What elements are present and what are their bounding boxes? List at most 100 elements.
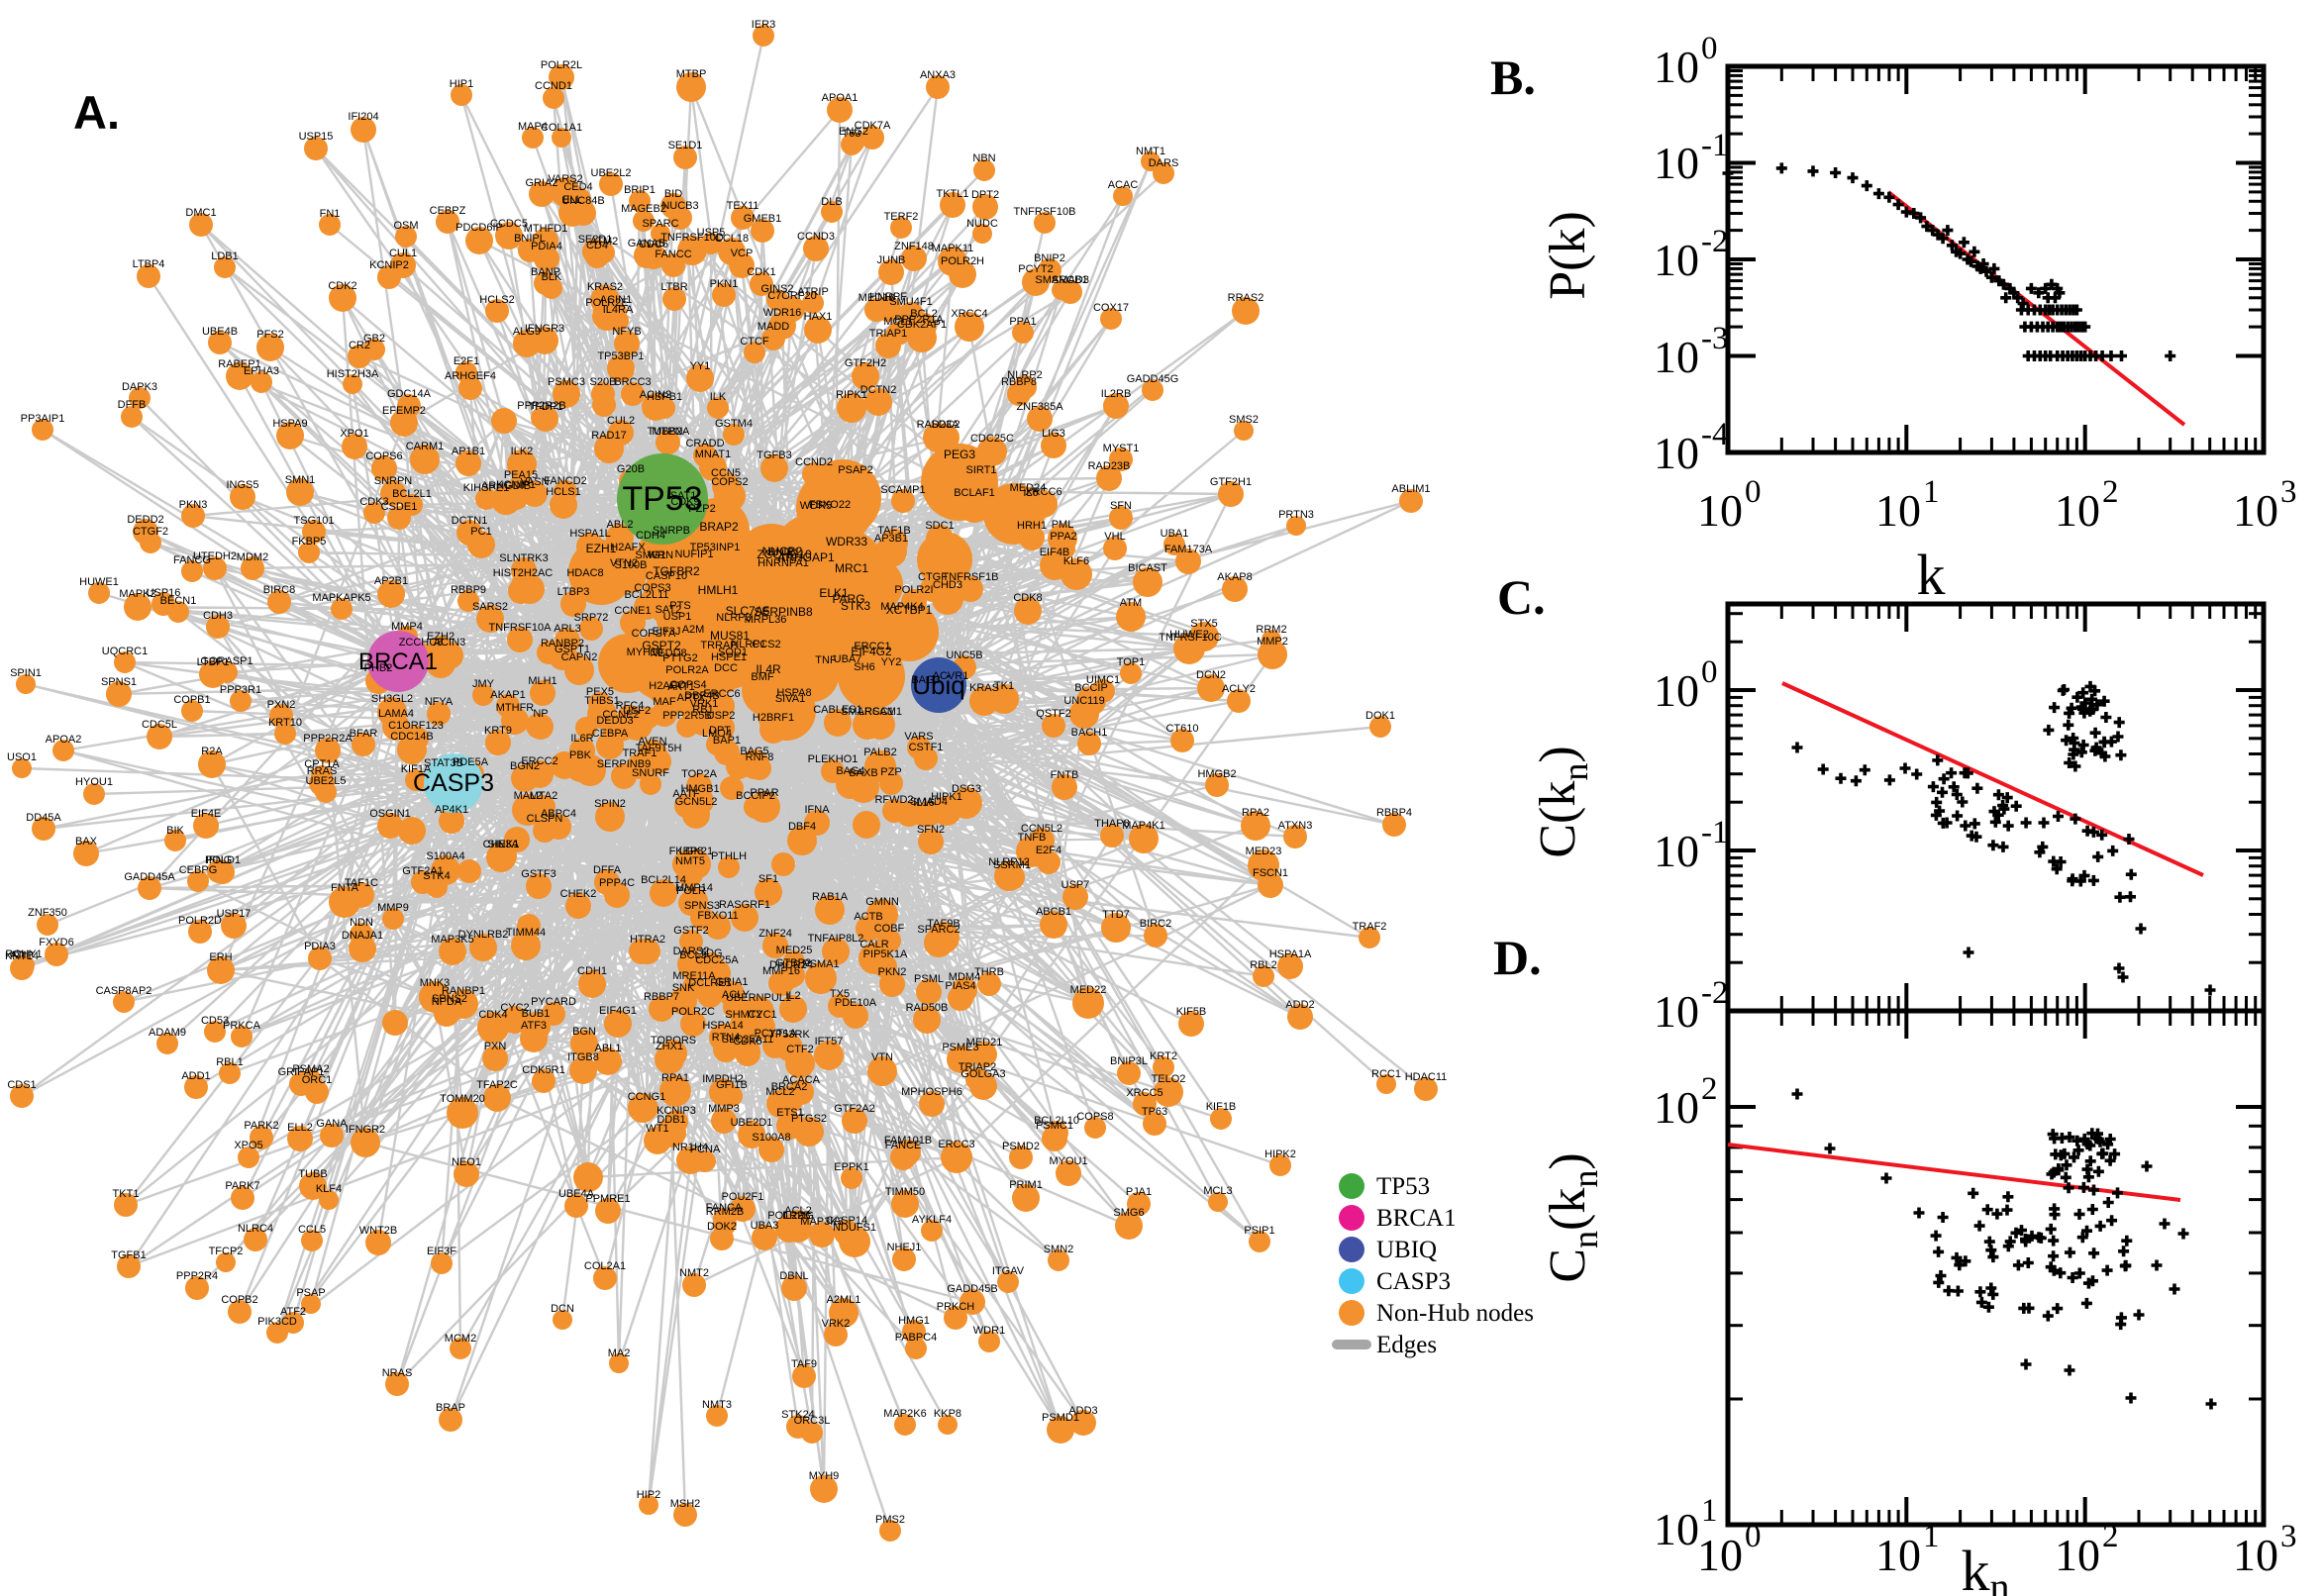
svg-text:CCND3: CCND3 xyxy=(797,231,835,243)
svg-text:THRB: THRB xyxy=(974,966,1004,978)
svg-text:DDB1: DDB1 xyxy=(656,1114,685,1126)
svg-text:TP53INP1: TP53INP1 xyxy=(690,542,741,553)
svg-text:APTX: APTX xyxy=(677,692,706,704)
svg-text:GTBP2: GTBP2 xyxy=(775,957,811,969)
svg-text:TNFRSF10A: TNFRSF10A xyxy=(489,622,553,634)
svg-text:PYCARD: PYCARD xyxy=(531,996,576,1008)
svg-text:MYOU1: MYOU1 xyxy=(1049,1155,1087,1167)
svg-text:IFNG: IFNG xyxy=(206,854,232,866)
svg-text:GMEB1: GMEB1 xyxy=(744,213,782,225)
svg-text:CTGF2: CTGF2 xyxy=(133,526,168,538)
svg-text:USP15: USP15 xyxy=(299,131,334,143)
svg-text:PARG: PARG xyxy=(832,592,864,606)
svg-text:ARHGDIB: ARHGDIB xyxy=(481,480,531,492)
svg-text:C.: C. xyxy=(1497,569,1546,625)
svg-text:WRN: WRN xyxy=(648,549,673,561)
svg-text:MTBP: MTBP xyxy=(676,68,707,80)
svg-text:BIRC2: BIRC2 xyxy=(1140,918,1171,930)
svg-text:FKBP5: FKBP5 xyxy=(292,536,327,548)
svg-text:1: 1 xyxy=(1701,1493,1718,1529)
svg-text:0: 0 xyxy=(1701,31,1718,66)
svg-text:MA2: MA2 xyxy=(608,1347,631,1359)
svg-text:COPS8: COPS8 xyxy=(1076,1111,1113,1123)
svg-text:SMN2: SMN2 xyxy=(1044,1244,1074,1255)
svg-text:STAT3B: STAT3B xyxy=(424,757,463,769)
svg-text:PP3AIP1: PP3AIP1 xyxy=(21,413,65,425)
svg-text:PKN1: PKN1 xyxy=(710,278,739,290)
svg-text:EIF4G1: EIF4G1 xyxy=(599,1005,637,1017)
svg-text:BRCA1: BRCA1 xyxy=(1376,1205,1457,1232)
svg-text:RANBP2: RANBP2 xyxy=(541,638,584,649)
svg-text:POU2F1: POU2F1 xyxy=(722,1191,764,1203)
svg-text:CDK5R1: CDK5R1 xyxy=(522,1064,564,1076)
svg-text:MMP9: MMP9 xyxy=(377,902,409,914)
svg-text:HIPK1: HIPK1 xyxy=(931,791,962,803)
svg-text:ERCC3: ERCC3 xyxy=(938,1139,974,1150)
svg-text:PJA1: PJA1 xyxy=(1126,1186,1152,1198)
svg-text:DPT: DPT xyxy=(709,725,731,737)
svg-text:RFWD2: RFWD2 xyxy=(874,794,913,806)
svg-text:ARHGAP1: ARHGAP1 xyxy=(777,550,835,564)
svg-text:10: 10 xyxy=(1654,1082,1699,1133)
svg-text:CHD3: CHD3 xyxy=(933,579,962,591)
svg-text:UNC5B: UNC5B xyxy=(946,649,982,661)
svg-text:PLEKHO1: PLEKHO1 xyxy=(808,753,858,765)
svg-text:VTN: VTN xyxy=(871,1051,893,1063)
svg-text:POLR2H: POLR2H xyxy=(941,255,984,267)
svg-text:TGFB3: TGFB3 xyxy=(757,449,791,461)
svg-text:IFNA: IFNA xyxy=(804,804,830,816)
svg-text:TRAF2: TRAF2 xyxy=(1353,921,1387,933)
svg-text:UTEDH2: UTEDH2 xyxy=(193,550,237,562)
svg-text:POLR2A: POLR2A xyxy=(665,664,709,676)
svg-text:PCNA: PCNA xyxy=(690,1144,721,1155)
svg-text:SCAMP1: SCAMP1 xyxy=(880,484,925,496)
svg-text:RPA2: RPA2 xyxy=(1242,807,1269,819)
svg-text:WDR1: WDR1 xyxy=(973,1325,1005,1337)
svg-text:NFYA: NFYA xyxy=(425,696,454,708)
svg-text:VCP: VCP xyxy=(731,248,754,259)
svg-text:CED4: CED4 xyxy=(563,181,592,193)
svg-text:PSIP1: PSIP1 xyxy=(1244,1225,1274,1237)
svg-text:DCTN1: DCTN1 xyxy=(452,515,488,527)
svg-text:HNRPF: HNRPF xyxy=(869,291,907,303)
svg-text:MDM4: MDM4 xyxy=(949,971,980,983)
svg-text:10: 10 xyxy=(2233,1530,2278,1580)
svg-text:MTPN: MTPN xyxy=(652,426,682,438)
svg-text:TGFBR2: TGFBR2 xyxy=(653,564,700,578)
svg-text:CDS1: CDS1 xyxy=(7,1079,36,1091)
svg-text:PIAS4: PIAS4 xyxy=(945,980,975,992)
svg-text:QSTF2: QSTF2 xyxy=(1036,708,1070,720)
svg-text:PSMA2: PSMA2 xyxy=(292,1063,329,1075)
svg-text:PTHLH: PTHLH xyxy=(711,850,747,862)
svg-text:IL4R: IL4R xyxy=(756,662,781,676)
svg-text:DFFA: DFFA xyxy=(593,864,622,876)
svg-text:FANCA: FANCA xyxy=(706,1202,743,1214)
svg-text:UBE4B: UBE4B xyxy=(202,326,238,338)
svg-text:KRT14: KRT14 xyxy=(5,950,39,962)
svg-text:TOP2A: TOP2A xyxy=(681,768,718,780)
svg-text:COPS4: COPS4 xyxy=(669,679,706,691)
svg-text:BCL2L10: BCL2L10 xyxy=(1034,1115,1079,1127)
svg-text:DCN2: DCN2 xyxy=(1196,669,1226,681)
svg-text:NDN: NDN xyxy=(350,917,373,929)
svg-text:SNURF: SNURF xyxy=(632,767,669,779)
svg-text:H2AFX: H2AFX xyxy=(610,542,646,553)
svg-text:PSMA1: PSMA1 xyxy=(802,958,839,970)
svg-text:Edges: Edges xyxy=(1376,1332,1437,1358)
svg-text:PSMC3: PSMC3 xyxy=(548,376,585,388)
svg-text:ADD3: ADD3 xyxy=(1068,1405,1097,1417)
svg-text:CYC1: CYC1 xyxy=(748,1009,776,1021)
svg-text:EPPK1: EPPK1 xyxy=(834,1161,868,1173)
svg-text:ZNF385A: ZNF385A xyxy=(1016,401,1063,413)
svg-text:MPHOSPH6: MPHOSPH6 xyxy=(901,1086,962,1098)
svg-text:FANCD2: FANCD2 xyxy=(544,475,586,487)
svg-text:10: 10 xyxy=(1654,986,1699,1037)
svg-text:WDR5: WDR5 xyxy=(800,500,832,512)
svg-text:KCNIP3: KCNIP3 xyxy=(656,1105,696,1117)
svg-text:BNIPL: BNIPL xyxy=(514,233,546,245)
svg-text:GRIPAP1: GRIPAP1 xyxy=(278,1066,325,1078)
svg-text:IL2RG: IL2RG xyxy=(782,1210,814,1222)
svg-text:NP: NP xyxy=(533,708,548,720)
svg-text:RAD23A: RAD23A xyxy=(917,419,960,431)
svg-text:10: 10 xyxy=(1654,428,1699,478)
